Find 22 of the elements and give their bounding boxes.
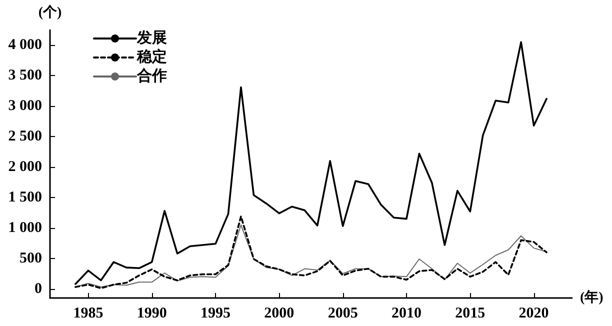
y-tick-label: 1 500 [8, 190, 42, 206]
x-tick-label: 2000 [264, 306, 294, 322]
x-tick-label: 2005 [328, 306, 358, 322]
x-axis-title: (年) [580, 290, 604, 306]
legend-label: 稳定 [136, 48, 167, 66]
y-tick-label: 3 000 [8, 98, 42, 114]
y-tick-label: 500 [20, 250, 42, 266]
legend-label: 发展 [136, 30, 167, 46]
x-tick-label: 2015 [455, 306, 486, 322]
x-tick-label: 1985 [73, 306, 104, 322]
y-tick-label: 2 500 [8, 128, 42, 145]
x-tick-label: 2010 [391, 306, 422, 322]
y-tick-label: 3 500 [8, 68, 42, 84]
legend-label: 合作 [136, 68, 167, 84]
y-axis-title: (个) [38, 4, 62, 20]
y-tick-label: 2 000 [8, 159, 42, 176]
y-tick-label: 0 [34, 280, 42, 297]
x-tick-label: 2020 [518, 306, 549, 322]
x-tick-label: 1995 [200, 306, 231, 322]
y-tick-label: 1 000 [8, 220, 42, 236]
x-tick-label: 1990 [136, 306, 167, 322]
y-tick-label: 4 000 [8, 37, 42, 54]
